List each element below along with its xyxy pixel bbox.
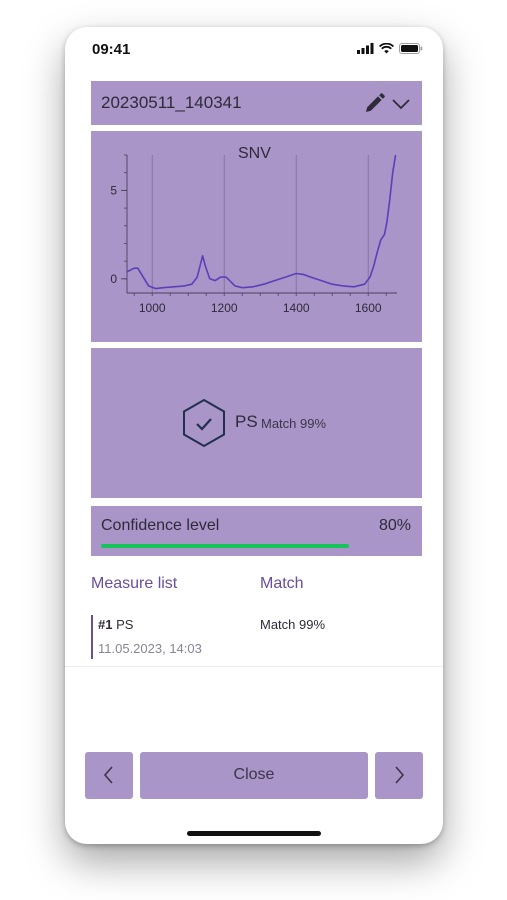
spectrum-line: [126, 154, 397, 290]
y-tick-label: 5: [110, 183, 117, 197]
status-bar: 09:41: [65, 27, 443, 73]
y-tick-label: 0: [110, 272, 117, 286]
result-match: Match 99%: [261, 416, 327, 431]
measurement-title: 20230511_140341: [101, 93, 242, 112]
x-tick-label: 1600: [355, 301, 382, 315]
pencil-icon[interactable]: [361, 91, 387, 117]
chevron-right-icon: [395, 766, 405, 784]
divider: [65, 666, 443, 667]
match-header: Match: [260, 575, 304, 592]
list-item-name: #1 PS: [98, 617, 133, 632]
confidence-progress-fill: [101, 544, 349, 548]
measurement-header[interactable]: 20230511_140341: [91, 81, 422, 125]
close-button[interactable]: Close: [140, 752, 368, 799]
hexagon-check-icon: [183, 398, 225, 448]
list-item-material: PS: [116, 617, 134, 632]
x-tick-label: 1200: [211, 301, 238, 315]
battery-icon: [399, 43, 423, 54]
confidence-label: Confidence level: [101, 517, 220, 534]
list-item-number: #1: [98, 617, 113, 632]
chevron-left-icon: [103, 766, 113, 784]
x-tick-label: 1000: [139, 301, 166, 315]
list-item[interactable]: #1 PS 11.05.2023, 14:03 Match 99%: [91, 614, 422, 660]
list-item-match: Match 99%: [260, 617, 326, 632]
confidence-value: 80%: [378, 517, 411, 534]
chevron-down-icon[interactable]: [389, 93, 413, 115]
wifi-icon: [379, 43, 394, 54]
x-tick-label: 1400: [283, 301, 310, 315]
spectrum-chart: 1000 1200 1400 1600 0 5: [110, 154, 397, 315]
phone-frame: 09:41 20230511_140341: [65, 27, 443, 844]
result-panel: PS Match 99%: [91, 348, 422, 498]
chart-title: SNV: [238, 145, 271, 162]
previous-button[interactable]: [85, 752, 133, 799]
confidence-panel: Confidence level 80%: [91, 506, 422, 556]
next-button[interactable]: [375, 752, 423, 799]
status-time: 09:41: [92, 41, 131, 58]
signal-icon: [357, 43, 374, 54]
status-icons: [357, 43, 423, 54]
list-item-selected-indicator: [91, 615, 93, 659]
close-button-label: Close: [233, 766, 275, 783]
confidence-progress-bar: [101, 544, 411, 548]
list-item-date: 11.05.2023, 14:03: [98, 641, 202, 656]
measure-list-header: Measure list: [91, 575, 178, 592]
home-indicator[interactable]: [187, 831, 321, 836]
spectrum-chart-panel: SNV 1000 1200 1400 1600 0 5: [91, 131, 422, 342]
result-material: PS: [235, 412, 258, 431]
